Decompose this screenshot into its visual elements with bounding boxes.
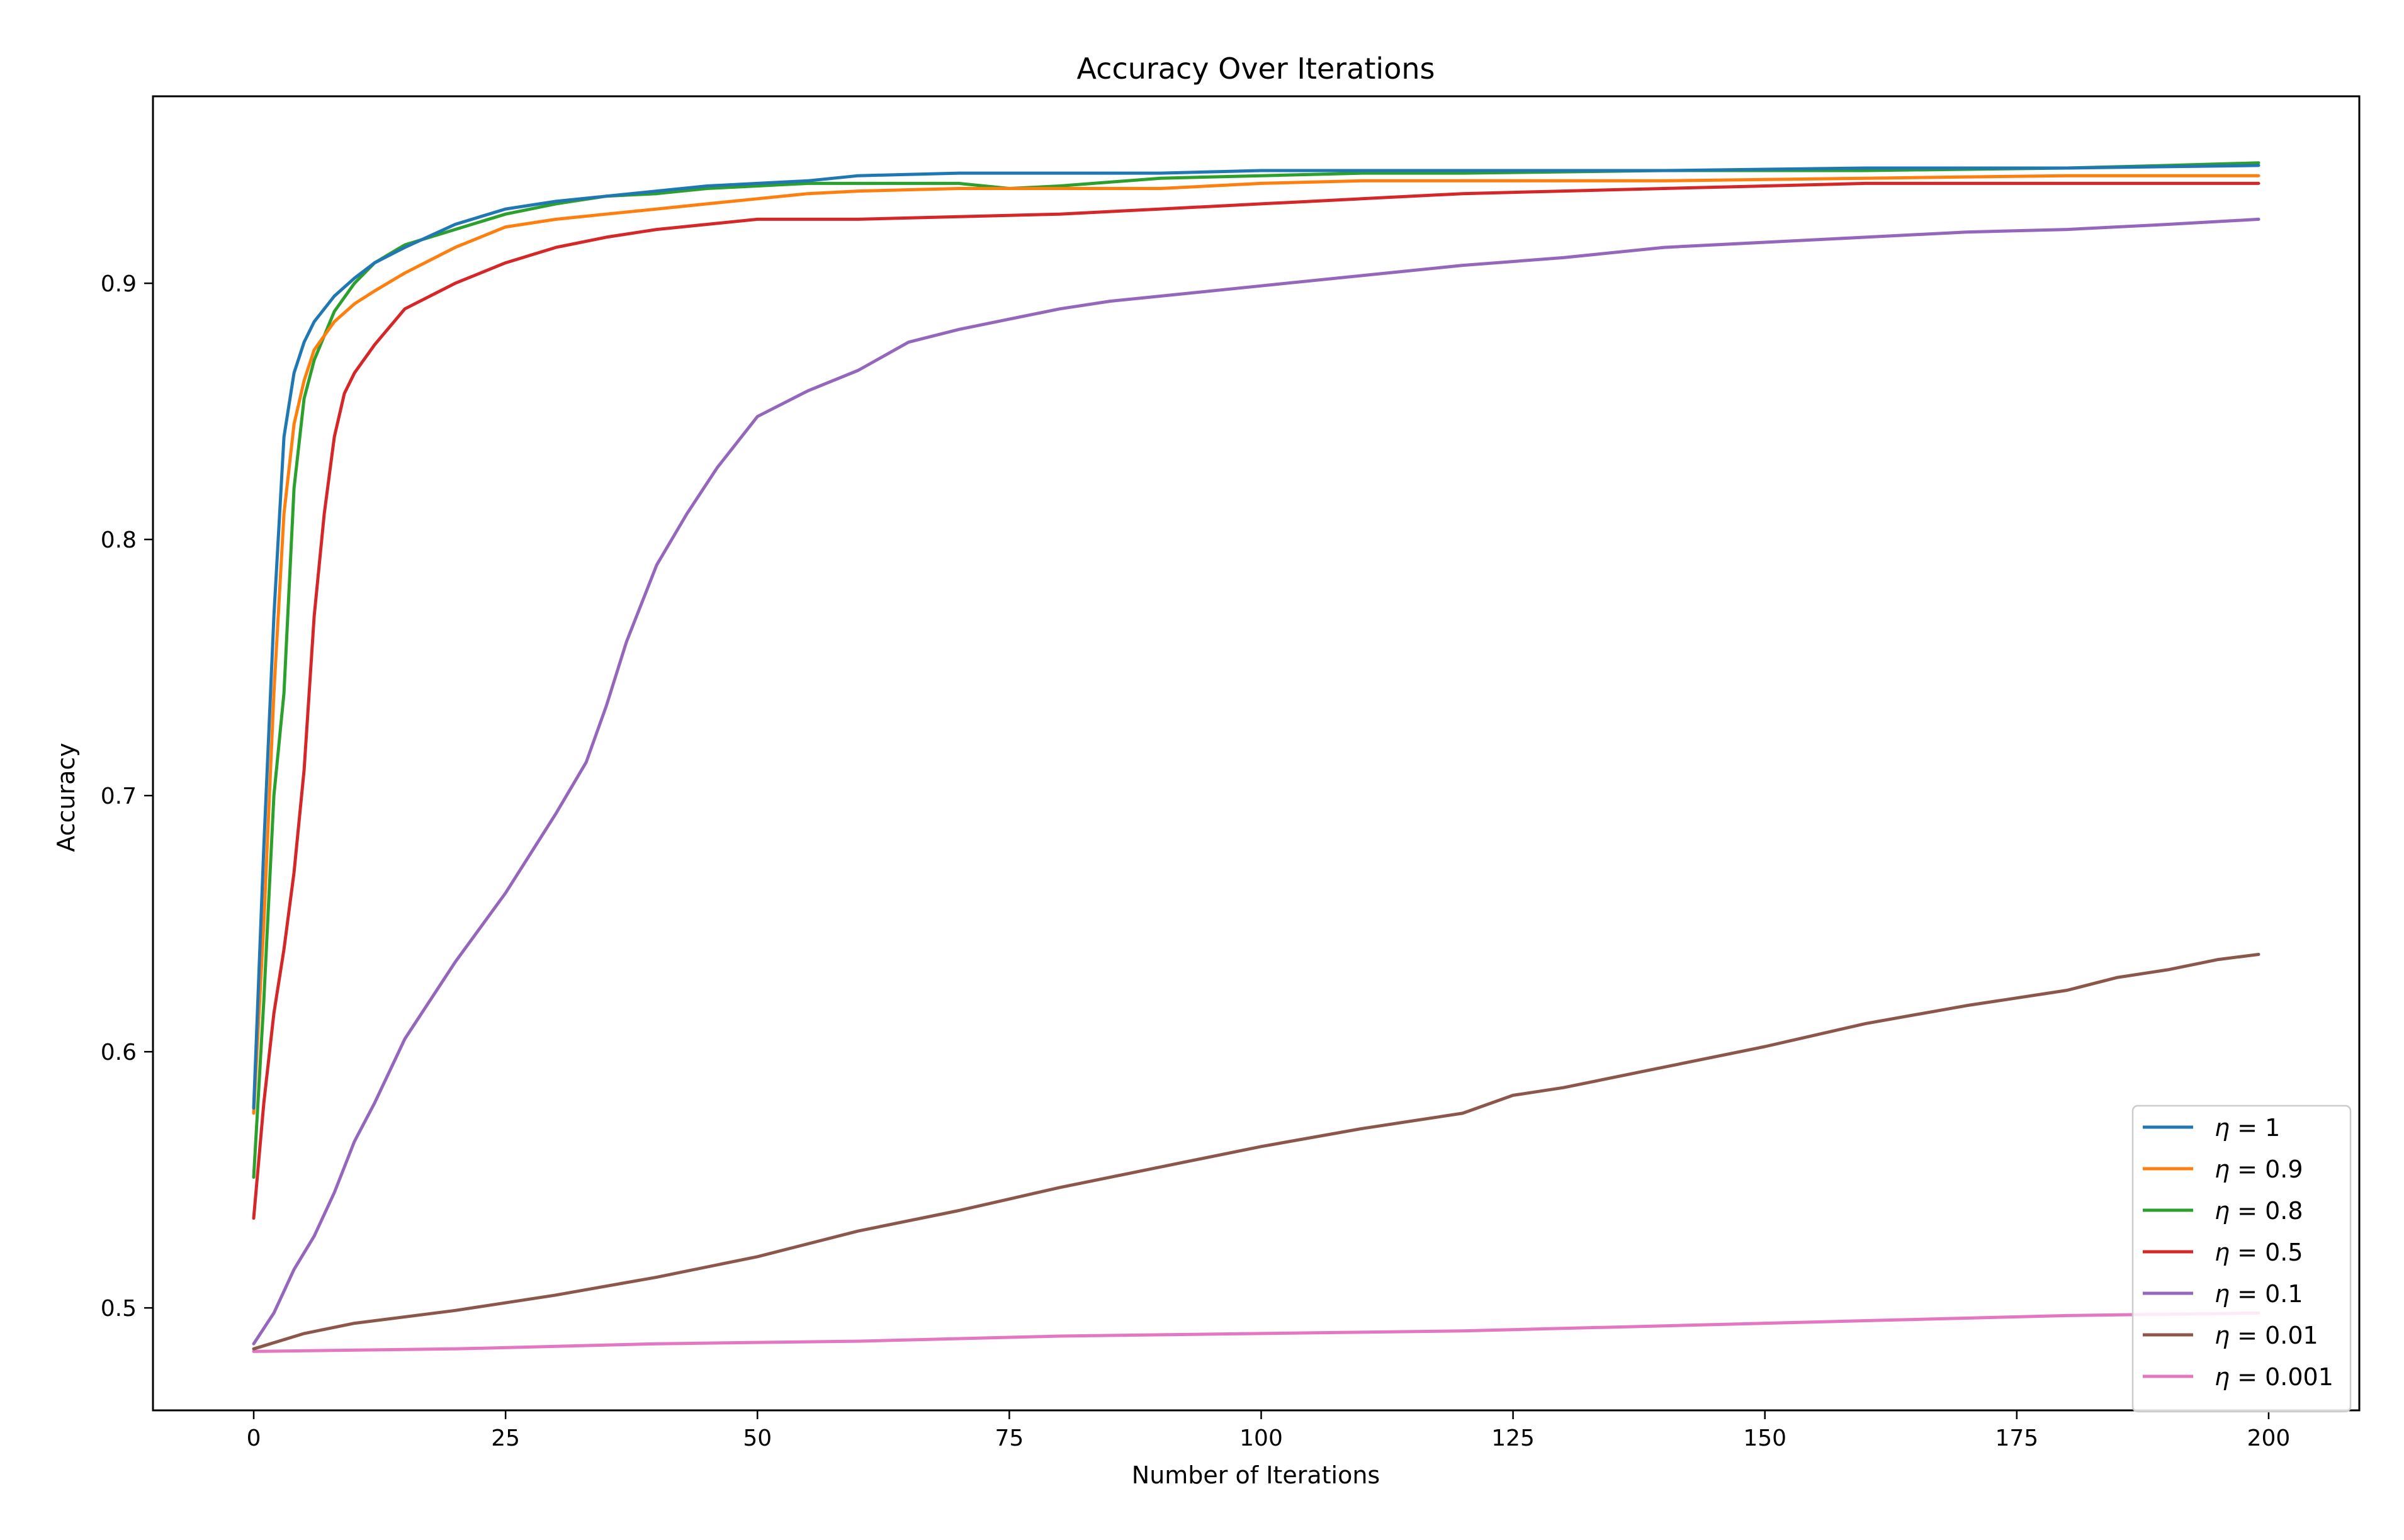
legend-label: η = 0.5	[2215, 1239, 2303, 1266]
x-axis: 0 25 50 75 100 125 150 175 200	[247, 1410, 2291, 1451]
legend-value: = 0.9	[2230, 1155, 2303, 1183]
x-tick-label: 100	[1239, 1425, 1283, 1451]
legend-value: = 0.1	[2230, 1280, 2303, 1308]
x-tick-label: 75	[995, 1425, 1024, 1451]
x-tick-label: 150	[1743, 1425, 1786, 1451]
legend-value: = 0.5	[2230, 1239, 2303, 1266]
x-axis-label: Number of Iterations	[1132, 1461, 1380, 1489]
series-line	[252, 174, 2260, 1115]
legend-symbol: η	[2215, 1155, 2230, 1183]
series-line	[252, 181, 2260, 1220]
legend-symbol: η	[2215, 1197, 2230, 1225]
series-line	[252, 1311, 2260, 1353]
x-tick-label: 175	[1995, 1425, 2038, 1451]
x-tick-label: 50	[743, 1425, 772, 1451]
legend-label: η = 0.9	[2215, 1155, 2303, 1183]
legend-value: = 0.8	[2230, 1197, 2303, 1225]
x-tick-label: 200	[2247, 1425, 2291, 1451]
legend-symbol: η	[2215, 1363, 2230, 1391]
y-axis-label: Accuracy	[52, 743, 80, 852]
series-line	[252, 217, 2260, 1346]
legend-label: η = 0.1	[2215, 1280, 2303, 1308]
plot-frame	[152, 95, 2361, 1412]
y-tick-label: 0.5	[101, 1296, 137, 1322]
y-tick-label: 0.7	[101, 784, 137, 809]
y-tick-label: 0.6	[101, 1040, 137, 1065]
series-line	[252, 161, 2260, 1179]
legend-value: = 0.001	[2230, 1363, 2333, 1391]
y-tick-label: 0.9	[101, 271, 137, 297]
series-line	[252, 164, 2260, 1110]
series-line	[252, 953, 2260, 1351]
legend-symbol: η	[2215, 1239, 2230, 1266]
legend-label: η = 0.001	[2215, 1363, 2333, 1391]
y-axis: 0.5 0.6 0.7 0.8 0.9	[101, 271, 153, 1322]
chart-title: Accuracy Over Iterations	[1077, 52, 1435, 86]
legend-label: η = 0.01	[2215, 1322, 2318, 1349]
x-tick-label: 25	[491, 1425, 520, 1451]
legend: η = 1η = 0.9η = 0.8η = 0.5η = 0.1η = 0.0…	[2131, 1104, 2352, 1413]
legend-symbol: η	[2215, 1322, 2230, 1349]
x-tick-label: 125	[1491, 1425, 1535, 1451]
legend-symbol: η	[2215, 1114, 2230, 1142]
legend-symbol: η	[2215, 1280, 2230, 1308]
plot-area	[252, 161, 2260, 1353]
legend-value: = 1	[2230, 1114, 2280, 1142]
legend-label: η = 1	[2215, 1114, 2280, 1142]
legend-value: = 0.01	[2230, 1322, 2318, 1349]
legend-label: η = 0.8	[2215, 1197, 2303, 1225]
x-tick-label: 0	[247, 1425, 261, 1451]
y-tick-label: 0.8	[101, 527, 137, 553]
